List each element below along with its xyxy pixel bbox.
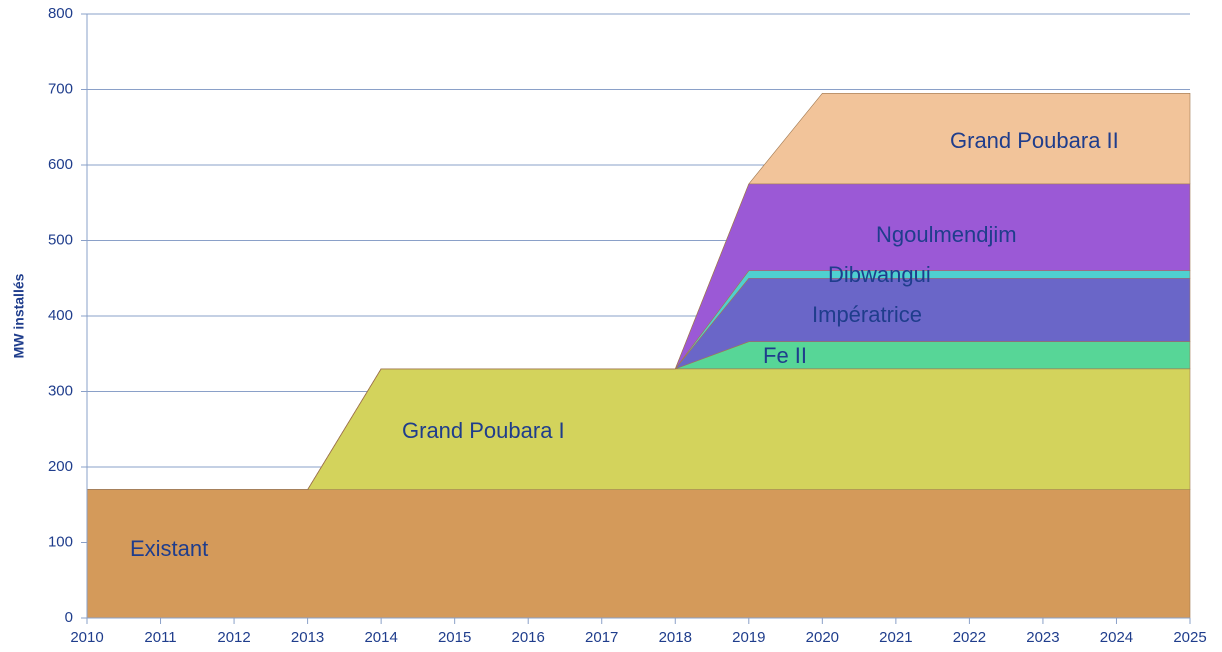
y-tick-label: 200 (48, 458, 73, 475)
x-tick-label: 2015 (438, 629, 471, 646)
series-label: Impératrice (812, 302, 922, 327)
y-tick-label: 500 (48, 231, 73, 248)
x-tick-label: 2021 (879, 629, 912, 646)
y-tick-label: 700 (48, 80, 73, 97)
x-tick-label: 2025 (1173, 629, 1206, 646)
series-label: Fe II (763, 343, 807, 368)
y-tick-label: 400 (48, 307, 73, 324)
y-tick-label: 0 (65, 609, 73, 626)
x-tick-label: 2019 (732, 629, 765, 646)
y-tick-label: 300 (48, 382, 73, 399)
x-tick-label: 2014 (364, 629, 397, 646)
x-tick-label: 2017 (585, 629, 618, 646)
y-tick-label: 100 (48, 533, 73, 550)
y-tick-label: 600 (48, 156, 73, 173)
area (87, 368, 1191, 490)
area (87, 92, 1191, 490)
x-tick-label: 2020 (806, 629, 839, 646)
x-tick-label: 2018 (659, 629, 692, 646)
series-label: Grand Poubara I (402, 418, 565, 443)
x-tick-label: 2010 (70, 629, 103, 646)
y-axis-label: MW installés (11, 273, 27, 358)
x-tick-label: 2023 (1026, 629, 1059, 646)
series-label: Dibwangui (828, 262, 931, 287)
x-tick-label: 2012 (217, 629, 250, 646)
x-tick-label: 2016 (512, 629, 545, 646)
area (86, 489, 1191, 619)
x-tick-label: 2011 (144, 629, 176, 646)
y-tick-label: 800 (48, 5, 73, 22)
series-label: Grand Poubara II (950, 128, 1119, 153)
series-label: Ngoulmendjim (876, 222, 1017, 247)
x-tick-label: 2022 (953, 629, 986, 646)
series-label: Existant (130, 536, 208, 561)
x-tick-label: 2013 (291, 629, 324, 646)
x-tick-label: 2024 (1100, 629, 1133, 646)
